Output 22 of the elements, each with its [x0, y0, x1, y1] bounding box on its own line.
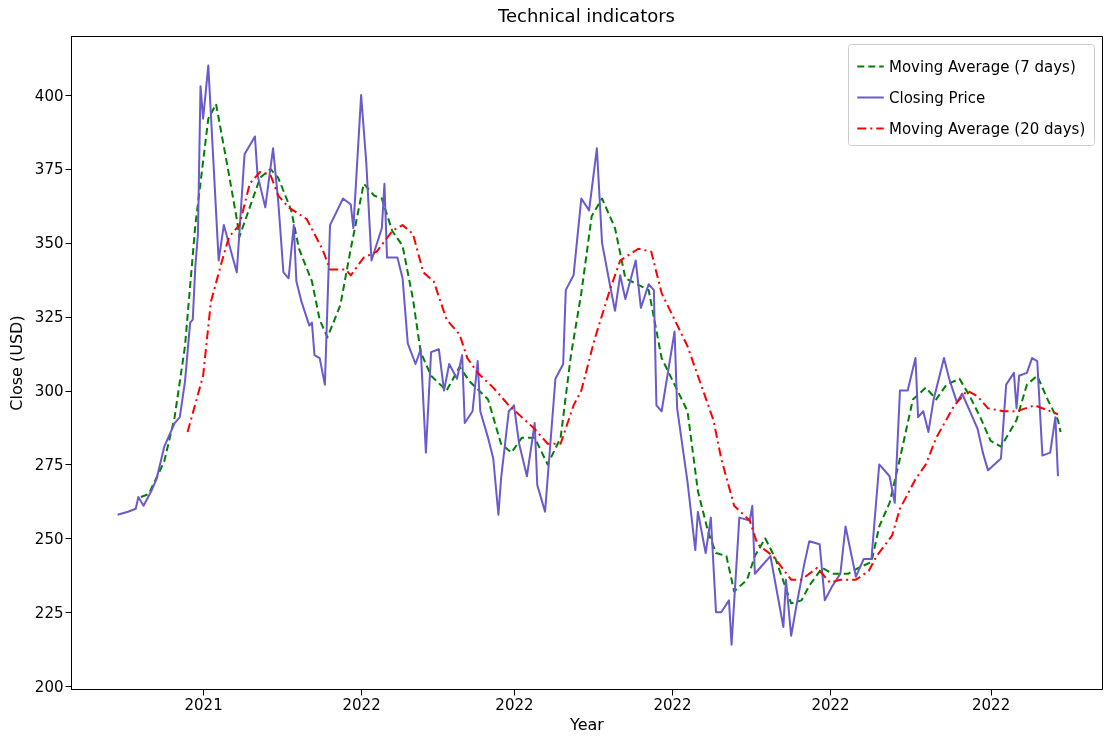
y-tick-label: 200 — [34, 677, 64, 696]
y-axis-title: Close (USD) — [6, 315, 26, 411]
y-tick-label: 275 — [34, 455, 64, 474]
x-tick-label: 2021 — [184, 695, 223, 714]
y-tick-label: 325 — [34, 308, 64, 327]
x-axis-title: Year — [569, 714, 605, 734]
legend-label: Moving Average (7 days) — [889, 57, 1076, 76]
chart-title: Technical indicators — [497, 5, 675, 26]
x-tick-label: 2022 — [342, 695, 381, 714]
x-tick-label: 2022 — [811, 695, 850, 714]
y-tick-label: 225 — [34, 603, 64, 622]
legend-label: Moving Average (20 days) — [889, 119, 1086, 138]
y-tick-label: 300 — [34, 382, 64, 401]
y-tick-label: 350 — [34, 234, 64, 253]
legend-label: Closing Price — [889, 88, 986, 107]
y-tick-label: 250 — [34, 529, 64, 548]
y-tick-label: 375 — [34, 160, 64, 179]
x-tick-label: 2022 — [495, 695, 534, 714]
x-tick-label: 2022 — [653, 695, 692, 714]
line-series — [186, 170, 1059, 584]
x-tick-label: 2022 — [972, 695, 1011, 714]
y-tick-label: 400 — [34, 86, 64, 105]
